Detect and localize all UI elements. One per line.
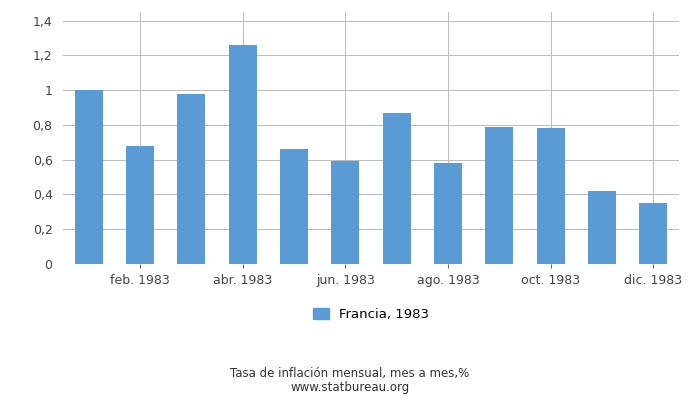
- Legend: Francia, 1983: Francia, 1983: [306, 302, 436, 328]
- Bar: [280, 149, 308, 264]
- Text: www.statbureau.org: www.statbureau.org: [290, 381, 410, 394]
- Bar: [331, 162, 360, 264]
- Text: Tasa de inflación mensual, mes a mes,%: Tasa de inflación mensual, mes a mes,%: [230, 368, 470, 380]
- Bar: [434, 163, 462, 264]
- Bar: [485, 127, 513, 264]
- Bar: [74, 90, 103, 264]
- Bar: [228, 45, 257, 264]
- Bar: [382, 113, 411, 264]
- Bar: [177, 94, 206, 264]
- Bar: [536, 128, 565, 264]
- Bar: [639, 203, 667, 264]
- Bar: [588, 191, 616, 264]
- Bar: [126, 146, 154, 264]
